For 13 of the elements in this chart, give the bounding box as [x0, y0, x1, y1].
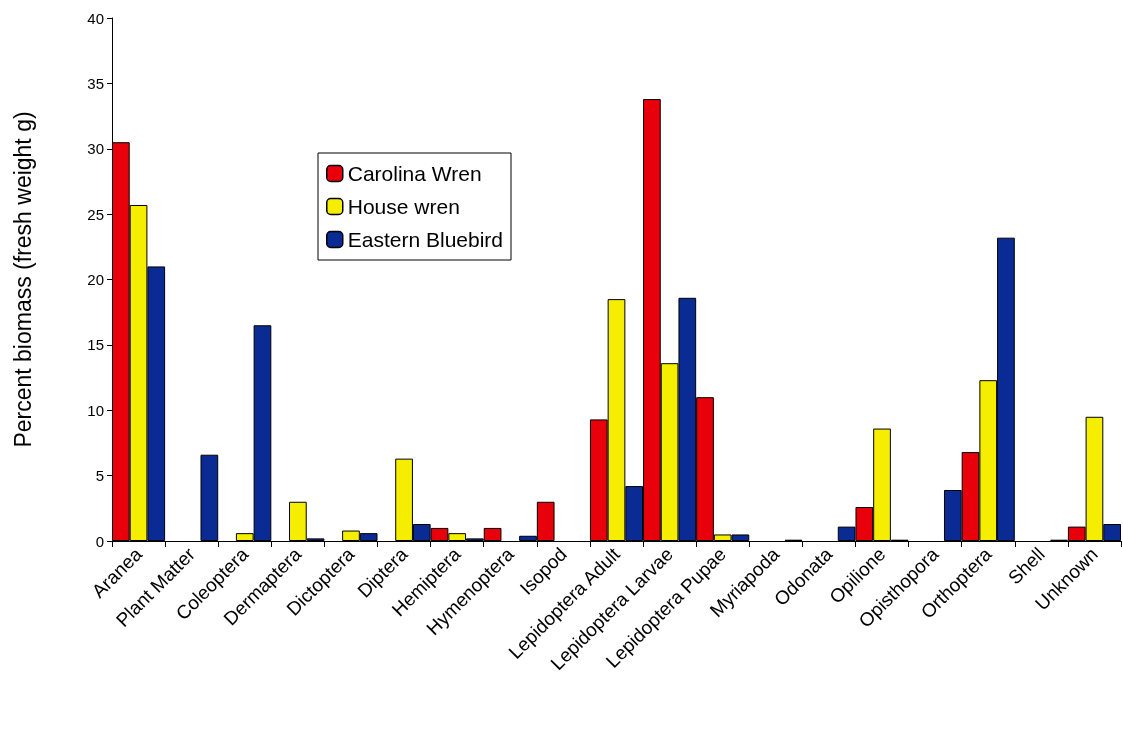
y-axis-title: Percent biomass (fresh weight g) [9, 111, 36, 448]
y-tick-label: 30 [87, 140, 104, 158]
legend-label: Eastern Bluebird [347, 228, 504, 251]
y-tick-label: 40 [87, 9, 104, 27]
legend-label: Carolina Wren [347, 162, 482, 185]
y-tick-label: 0 [95, 532, 104, 550]
y-tick-label: 5 [95, 467, 104, 485]
y-tick-label: 10 [87, 401, 104, 419]
y-tick-label: 15 [87, 336, 104, 354]
y-tick-label: 20 [87, 271, 104, 288]
y-tick-label: 25 [87, 205, 104, 223]
legend-label: House wren [347, 195, 460, 218]
y-tick-label: 35 [87, 74, 104, 92]
